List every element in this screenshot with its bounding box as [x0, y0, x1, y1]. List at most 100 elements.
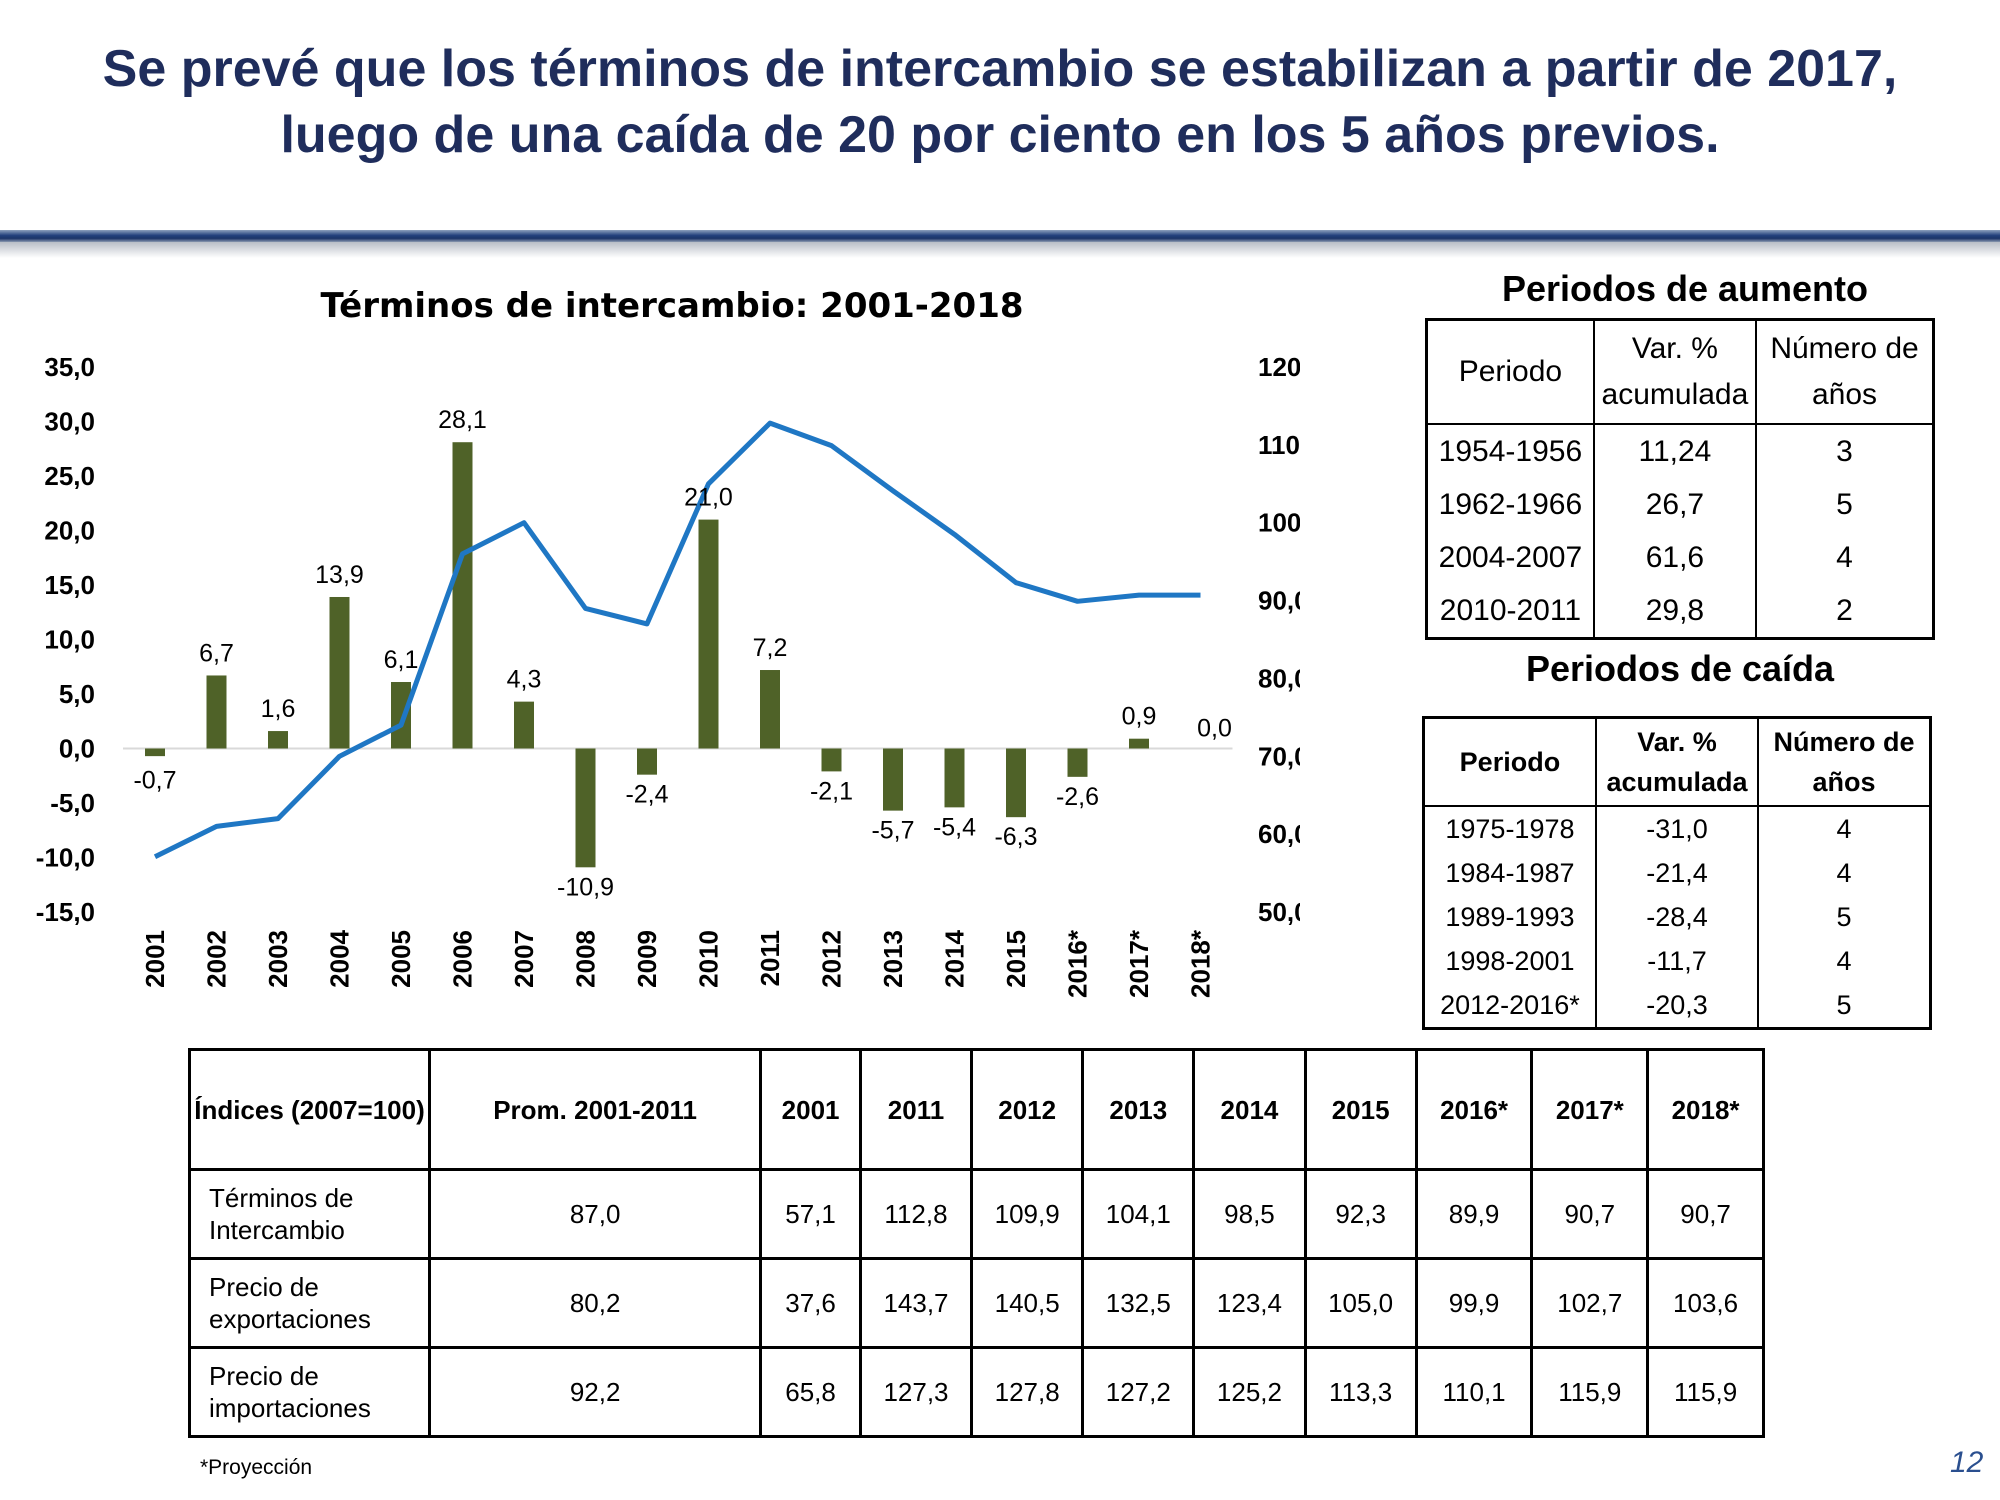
caida-anos: 5: [1757, 983, 1931, 1029]
bar-data-label: -10,9: [557, 873, 614, 901]
table-row: 1989-1993 -28,4 5: [1422, 895, 1931, 939]
bar: [391, 682, 411, 749]
bar-data-label: -2,6: [1056, 783, 1099, 811]
table-cell: 87,0: [427, 1168, 763, 1260]
table-cell: 140,5: [970, 1257, 1085, 1349]
aumento-var: 29,8: [1592, 584, 1757, 639]
right-tick-label: 70,0: [1258, 741, 1300, 771]
left-tick-label: 10,0: [44, 625, 95, 655]
bar: [821, 748, 842, 772]
indices-header-col: 2011: [858, 1048, 974, 1171]
table-cell: 125,2: [1192, 1346, 1307, 1438]
table-cell: 98,5: [1192, 1168, 1307, 1260]
table-row: 1984-1987 -21,4 4: [1422, 851, 1931, 895]
right-tick-label: 90,0: [1258, 586, 1300, 616]
x-tick-label: 2012: [817, 930, 847, 988]
caida-anos: 4: [1757, 939, 1931, 983]
bar-data-label: 0,9: [1122, 703, 1157, 731]
caida-periodo: 2012-2016*: [1422, 983, 1596, 1029]
table-cell: 115,9: [1530, 1346, 1650, 1438]
row-label: Precio de importaciones: [188, 1346, 431, 1438]
indices-header-col: 2014: [1192, 1048, 1307, 1171]
caida-anos: 4: [1757, 806, 1931, 851]
x-tick-label: 2010: [694, 930, 724, 988]
caida-var: -31,0: [1594, 806, 1759, 851]
caida-header-periodo: Periodo: [1422, 716, 1597, 807]
left-tick-label: -15,0: [36, 897, 95, 927]
table-cell: 65,8: [759, 1346, 862, 1438]
table-cell: 57,1: [759, 1168, 862, 1260]
caida-anos: 4: [1757, 851, 1931, 895]
right-tick-label: 80,0: [1258, 663, 1300, 693]
caida-var: -20,3: [1594, 983, 1759, 1029]
table-row: 1962-1966 26,7 5: [1425, 478, 1934, 531]
bar: [1006, 748, 1026, 818]
table-cell: 92,3: [1303, 1168, 1418, 1260]
x-tick-label: 2001: [140, 930, 170, 988]
left-tick-label: -10,0: [36, 843, 95, 873]
slide-title: Se prevé que los términos de intercambio…: [0, 36, 2000, 168]
indices-header-col: Prom. 2001-2011: [427, 1048, 763, 1171]
table-row: 1954-1956 11,24 3: [1425, 424, 1934, 478]
bar: [698, 519, 719, 749]
table-cell: 103,6: [1646, 1257, 1765, 1349]
x-tick-label: 2008: [571, 930, 601, 988]
table-cell: 37,6: [759, 1257, 862, 1349]
left-tick-label: 15,0: [44, 570, 95, 600]
chart-title: Términos de intercambio: 2001-2018: [320, 286, 1023, 326]
x-tick-label: 2018*: [1186, 929, 1216, 998]
table-cell: 127,8: [970, 1346, 1085, 1438]
bar-series: [145, 442, 1149, 868]
table-cell: 104,1: [1081, 1168, 1196, 1260]
table-row: 2010-2011 29,8 2: [1425, 584, 1934, 639]
bar-data-label: 6,1: [384, 646, 419, 674]
bar: [329, 596, 350, 749]
table-cell: 115,9: [1646, 1346, 1765, 1438]
x-tick-label: 2009: [632, 930, 662, 988]
x-tick-label: 2003: [263, 930, 293, 988]
bar-data-label: 28,1: [438, 406, 487, 434]
bar: [206, 675, 227, 749]
x-tick-label: 2011: [755, 930, 785, 986]
table-cell: 113,3: [1303, 1346, 1418, 1438]
table-cell: 112,8: [858, 1168, 974, 1260]
x-tick-label: 2007: [509, 930, 539, 988]
caida-var: -28,4: [1594, 895, 1759, 939]
aumento-anos: 3: [1755, 424, 1934, 478]
caida-periodo: 1989-1993: [1422, 895, 1596, 939]
table-cell: 143,7: [858, 1257, 974, 1349]
table-row: 1998-2001 -11,7 4: [1422, 939, 1931, 983]
bar-data-label: -0,7: [133, 767, 176, 795]
left-tick-label: 0,0: [59, 734, 95, 764]
x-tick-label: 2005: [386, 930, 416, 988]
table-cell: 110,1: [1414, 1346, 1534, 1438]
bar-data-label: 0,0: [1197, 715, 1232, 743]
table-cell: 80,2: [427, 1257, 763, 1349]
right-axis-ticks: 120,0 110,0 100,0 90,0 80,0 70,0 60,0 50,0: [1258, 352, 1300, 927]
aumento-var: 26,7: [1592, 478, 1757, 531]
caida-var: -21,4: [1594, 851, 1759, 895]
x-tick-label: 2002: [202, 930, 232, 988]
bar: [1129, 738, 1149, 749]
caida-anos: 5: [1757, 895, 1931, 939]
bar-data-label: 4,3: [507, 666, 542, 694]
aumento-periodo: 2004-2007: [1425, 531, 1594, 584]
table-cell: 132,5: [1081, 1257, 1196, 1349]
title-line-1: Se prevé que los términos de intercambio…: [102, 40, 1898, 98]
aumento-header-anos: Número de años: [1755, 318, 1935, 425]
right-tick-label: 100,0: [1258, 508, 1300, 538]
left-tick-label: 5,0: [59, 679, 95, 709]
aumento-periodo: 2010-2011: [1425, 584, 1594, 639]
bar: [145, 748, 165, 757]
table-row: 2012-2016* -20,3 5: [1422, 983, 1931, 1029]
footnote: *Proyección: [200, 1456, 313, 1479]
table-row: 1975-1978 -31,0 4: [1422, 806, 1931, 851]
aumento-var: 61,6: [1592, 531, 1757, 584]
indices-header-col: 2016*: [1414, 1048, 1534, 1171]
terms-of-trade-chart: Términos de intercambio: 2001-2018 35,03…: [36, 286, 1300, 998]
indices-header-col: 2013: [1081, 1048, 1196, 1171]
bar: [637, 748, 657, 775]
bar-data-label: 7,2: [753, 634, 788, 662]
table-cell: 90,7: [1646, 1168, 1765, 1260]
bar: [760, 670, 780, 749]
